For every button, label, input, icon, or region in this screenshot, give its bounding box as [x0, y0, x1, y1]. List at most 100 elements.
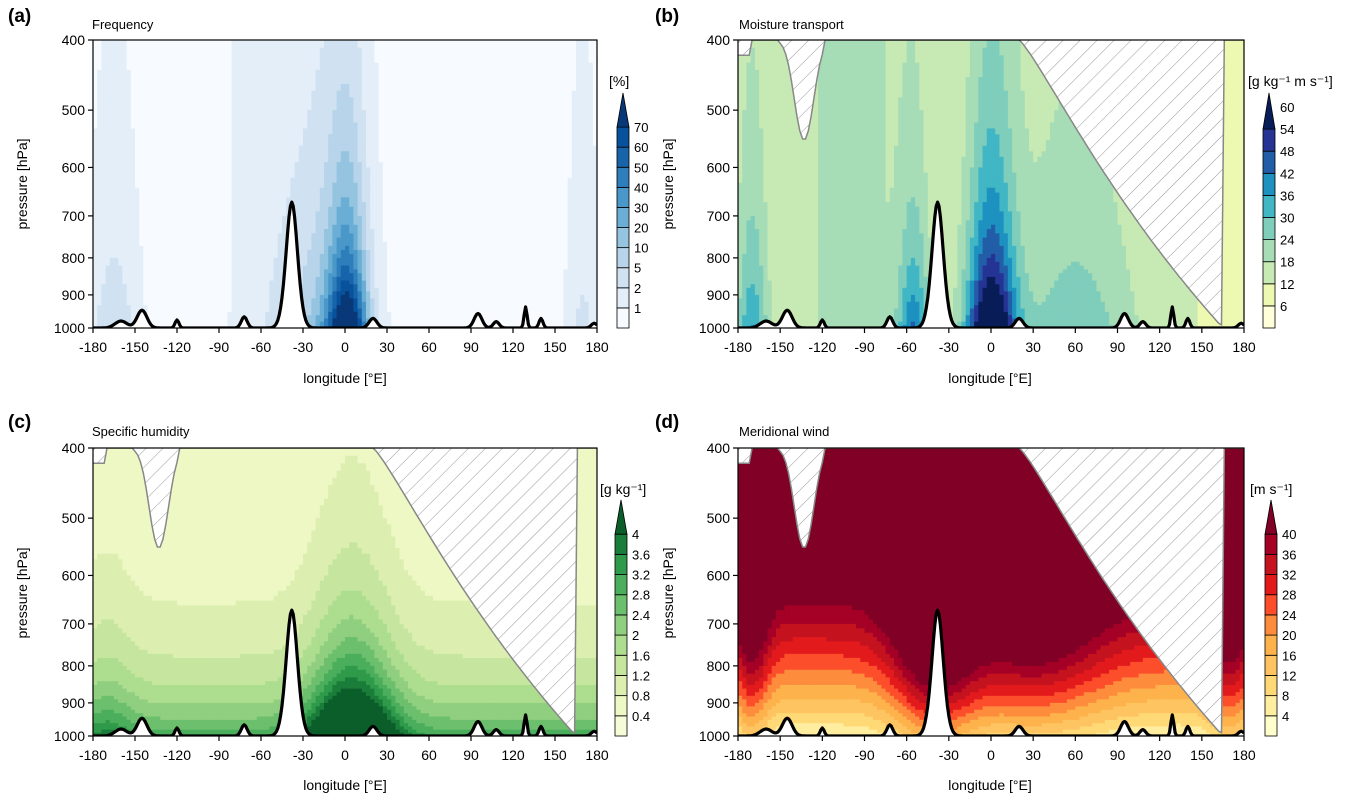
contour-cell: [403, 83, 409, 92]
contour-cell: [286, 156, 291, 163]
contour-cell: [126, 315, 132, 320]
contour-cell: [168, 294, 174, 299]
contour-cell: [156, 167, 161, 174]
contour-cell: [336, 245, 342, 251]
contour-cell: [429, 55, 434, 64]
contour-cell: [193, 287, 199, 292]
contour-cell: [139, 202, 144, 208]
contour-cell: [109, 47, 115, 56]
contour-cell: [399, 55, 405, 64]
contour-cell: [378, 97, 384, 105]
contour-cell: [282, 187, 287, 194]
contour-cell: [185, 172, 191, 179]
contour-cell: [395, 291, 401, 296]
contour-cell: [139, 69, 144, 78]
contour-cell: [206, 122, 212, 130]
contour-cell: [361, 287, 367, 292]
contour-cell: [429, 269, 434, 274]
contour-cell: [214, 253, 220, 259]
contour-cell: [349, 237, 354, 243]
contour-cell: [424, 211, 430, 217]
contour-cell: [214, 156, 220, 163]
contour-cell: [361, 116, 367, 124]
contour-cell: [214, 315, 220, 320]
contour-cell: [349, 202, 354, 208]
contour-cell: [97, 305, 102, 310]
contour-cell: [143, 162, 149, 169]
contour-cell: [324, 287, 329, 292]
contour-cell: [420, 257, 426, 263]
contour-cell: [429, 287, 434, 292]
contour-cell: [164, 249, 170, 255]
contour-cell: [311, 261, 317, 267]
contour-cell: [135, 269, 140, 274]
contour-cell: [387, 276, 392, 282]
contour-cell: [273, 55, 279, 64]
contour-cell: [210, 162, 216, 169]
contour-cell: [240, 308, 245, 313]
contour-cell: [189, 83, 195, 92]
contour-cell: [433, 211, 438, 217]
contour-cell: [307, 192, 312, 198]
contour-cell: [101, 62, 107, 71]
contour-cell: [244, 265, 249, 271]
contour-cell: [118, 315, 123, 320]
contour-cell: [185, 301, 191, 306]
contour-cell: [416, 47, 422, 56]
contour-cell: [420, 77, 426, 85]
contour-cell: [206, 69, 212, 78]
contour-cell: [374, 298, 380, 303]
contour-cell: [240, 110, 245, 117]
contour-cell: [324, 298, 329, 303]
contour-cell: [303, 220, 308, 226]
contour-cell: [244, 215, 249, 221]
contour-cell: [151, 167, 157, 174]
contour-cell: [294, 77, 300, 85]
contour-cell: [349, 192, 354, 198]
contour-cell: [118, 253, 123, 259]
contour-cell: [290, 162, 296, 169]
contour-cell: [210, 156, 216, 163]
contour-cell: [382, 257, 388, 263]
contour-cell: [147, 156, 153, 163]
contour-cell: [235, 321, 241, 326]
contour-cell: [382, 151, 388, 158]
contour-cell: [193, 220, 199, 226]
contour-cell: [429, 224, 434, 230]
contour-cell: [374, 291, 380, 296]
contour-cell: [269, 103, 275, 111]
contour-cell: [235, 197, 241, 203]
contour-cell: [374, 276, 380, 282]
contour-cell: [374, 249, 380, 255]
contour-cell: [307, 305, 312, 310]
contour-cell: [156, 202, 161, 208]
contour-cell: [324, 103, 329, 111]
contour-cell: [408, 265, 413, 271]
contour-cell: [361, 197, 367, 203]
contour-cell: [340, 77, 346, 85]
contour-cell: [387, 90, 392, 98]
contour-cell: [349, 140, 354, 147]
contour-cell: [319, 253, 325, 259]
contour-cell: [324, 253, 329, 259]
contour-cell: [303, 177, 308, 184]
contour-cell: [353, 276, 359, 282]
contour-cell: [408, 145, 413, 152]
contour-cell: [139, 134, 144, 141]
contour-cell: [126, 55, 132, 64]
contour-cell: [114, 261, 119, 267]
contour-cell: [227, 110, 233, 117]
contour-cell: [336, 151, 342, 158]
contour-cell: [160, 197, 165, 203]
contour-cell: [109, 40, 115, 49]
contour-cell: [118, 167, 123, 174]
contour-cell: [210, 269, 216, 274]
contour-cell: [235, 298, 241, 303]
contour-cell: [219, 287, 224, 292]
contour-cell: [248, 145, 254, 152]
contour-cell: [366, 182, 371, 189]
contour-cell: [391, 257, 396, 263]
contour-cell: [223, 77, 228, 85]
contour-cell: [202, 134, 207, 141]
contour-cell: [282, 145, 287, 152]
